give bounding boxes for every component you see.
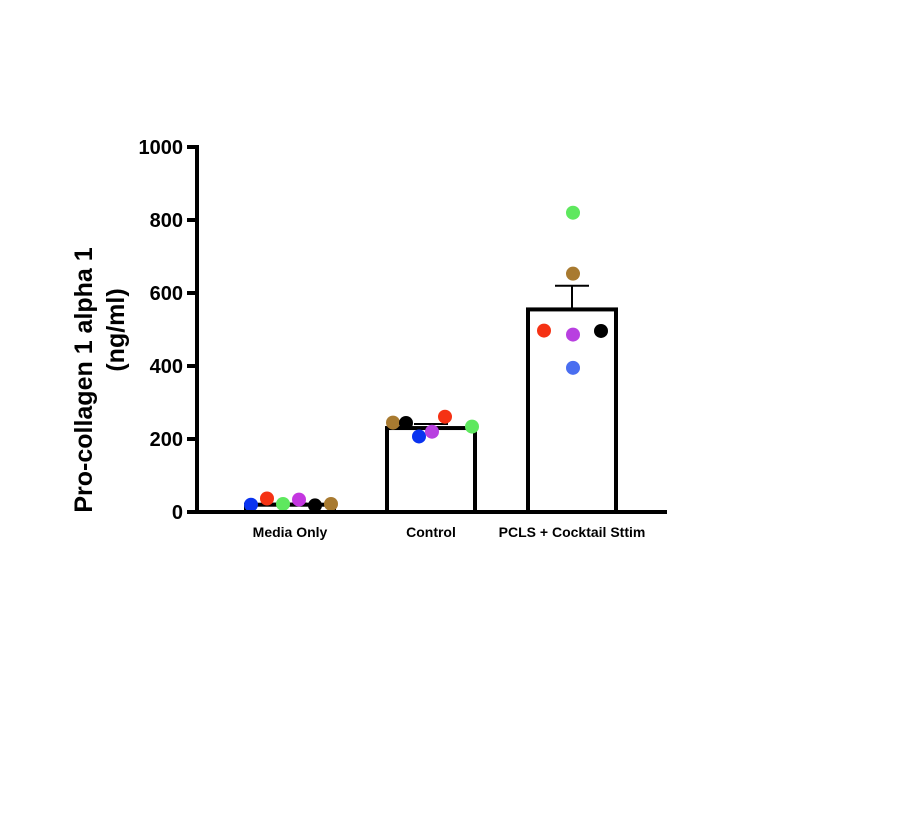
data-point	[292, 492, 306, 507]
data-point	[308, 498, 322, 513]
y-tick-label: 1000	[139, 137, 184, 159]
y-axis-title-line-2: (ng/ml)	[102, 288, 130, 371]
data-point	[244, 497, 258, 512]
y-tick-label: 400	[150, 356, 183, 378]
x-tick-label: PCLS + Cocktail Sttim	[499, 524, 646, 540]
bar	[385, 426, 477, 514]
data-point	[566, 266, 580, 281]
data-point	[566, 205, 580, 220]
data-point	[399, 415, 413, 430]
data-point	[465, 419, 479, 434]
y-axis-ticks: 0 200 400 600 800 1000	[139, 137, 197, 524]
y-axis-title: Pro-collagen 1 alpha 1 (ng/ml)	[70, 247, 130, 512]
data-point	[386, 415, 400, 430]
data-point	[566, 360, 580, 375]
x-tick-label: Media Only	[253, 524, 328, 540]
y-tick-label: 0	[172, 502, 183, 524]
data-points	[244, 205, 608, 513]
bar	[526, 307, 618, 514]
data-point	[537, 323, 551, 338]
data-point	[566, 327, 580, 342]
data-point	[425, 424, 439, 439]
x-axis-labels: Media Only Control PCLS + Cocktail Sttim	[253, 524, 646, 540]
axes	[195, 145, 667, 514]
y-tick-label: 600	[150, 283, 183, 305]
data-point	[276, 496, 290, 511]
data-point	[260, 491, 274, 506]
data-point	[594, 323, 608, 338]
data-point	[412, 429, 426, 444]
y-tick-label: 800	[150, 210, 183, 232]
y-axis-title-line-1: Pro-collagen 1 alpha 1	[70, 247, 98, 512]
bars	[244, 307, 618, 515]
y-tick-label: 200	[150, 429, 183, 451]
data-point	[324, 496, 338, 511]
x-tick-label: Control	[406, 524, 456, 540]
data-point	[438, 409, 452, 424]
